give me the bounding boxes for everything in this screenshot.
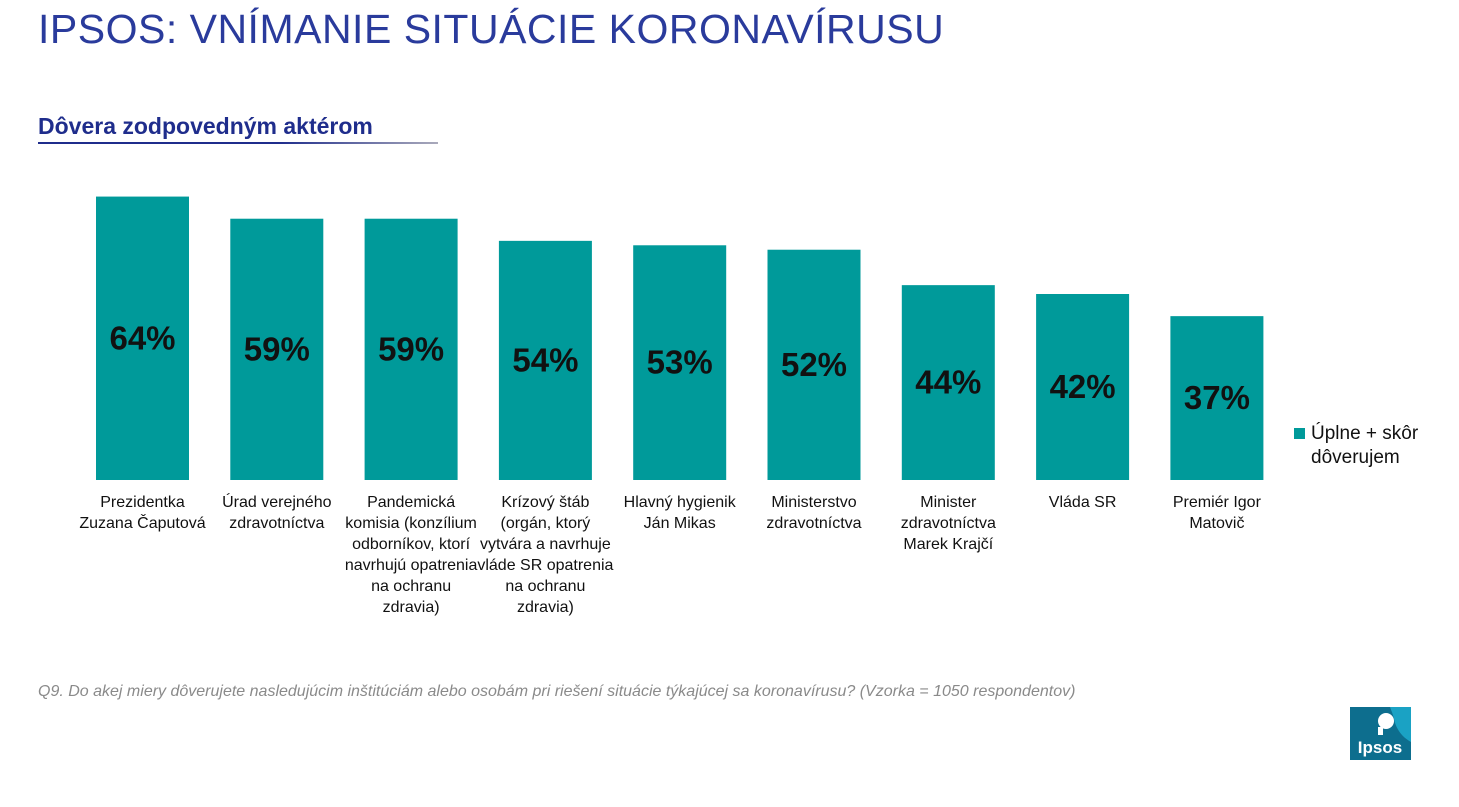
- bar-data-label: 52%: [781, 346, 847, 383]
- bar: [633, 245, 727, 480]
- legend-label: Úplne + skôr dôverujem: [1311, 423, 1419, 468]
- bar-data-label: 54%: [512, 341, 578, 378]
- category-label: Úrad verejného zdravotníctva: [222, 494, 332, 532]
- category-label: Premiér Igor Matovič: [1172, 494, 1261, 532]
- bar: [498, 240, 592, 480]
- footnote: Q9. Do akej miery dôverujete nasledujúci…: [38, 683, 1076, 700]
- bar-data-label: 59%: [378, 330, 444, 367]
- category-label: Ministerstvo zdravotníctva: [766, 494, 862, 532]
- svg-text:Ipsos: Ipsos: [1358, 738, 1402, 757]
- bar: [767, 249, 861, 480]
- bar-data-label: 59%: [244, 330, 310, 367]
- bar: [230, 218, 324, 480]
- bar-data-label: 64%: [109, 319, 175, 356]
- ipsos-logo: Ipsos: [1350, 707, 1411, 760]
- category-label: Vláda SR: [1048, 494, 1117, 511]
- legend-swatch: [1294, 428, 1305, 439]
- bar-data-label: 37%: [1184, 379, 1250, 416]
- category-label: Pandemická komisia (konzílium odborníkov…: [344, 494, 478, 616]
- bar: [96, 196, 189, 481]
- bar: [901, 285, 995, 480]
- page-title: IPSOS: VNÍMANIE SITUÁCIE KORONAVÍRUSU: [38, 6, 945, 52]
- category-label: Prezidentka Zuzana Čaputová: [79, 494, 206, 532]
- category-label: Krízový štáb (orgán, ktorý vytvára a nav…: [477, 494, 614, 616]
- subtitle-underline: [38, 142, 438, 144]
- bar: [1170, 316, 1264, 480]
- bar-data-label: 53%: [647, 344, 713, 381]
- category-label: Minister zdravotníctva Marek Krajčí: [900, 494, 996, 553]
- chart-subtitle: Dôvera zodpovedným aktérom: [38, 113, 373, 139]
- bar: [1036, 294, 1130, 480]
- bar-data-label: 42%: [1050, 368, 1116, 405]
- bar: [364, 218, 458, 480]
- bar-data-label: 44%: [915, 364, 981, 401]
- category-label: Hlavný hygienik Ján Mikas: [623, 494, 736, 532]
